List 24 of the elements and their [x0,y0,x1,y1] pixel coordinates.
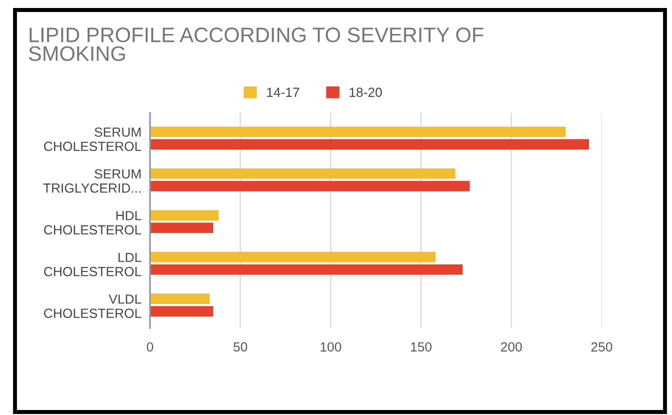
bar [150,222,214,234]
x-tick-label: 150 [411,342,432,352]
x-tick-label: 100 [320,342,342,352]
y-tick-label: SERUM TRIGLYCERID... [43,169,141,193]
x-tick-label: 0 [146,342,154,352]
bar [150,306,214,317]
bar [150,126,566,138]
x-tick-label: 50 [234,342,248,352]
y-tick-label: HDL CHOLESTEROL [44,211,142,235]
bar [150,168,456,179]
y-tick-label: LDL CHOLESTEROL [44,252,142,276]
chart-title: LIPID PROFILE ACCORDING TO SEVERITY OF SMOKING [28,28,484,61]
x-tick-label: 250 [591,342,612,352]
x-tick-label: 200 [501,342,522,352]
bar [150,252,436,262]
bar [150,139,590,150]
bar [150,294,210,304]
bar [150,180,470,192]
bar [150,210,219,220]
y-tick-label: VLDL CHOLESTEROL [44,294,142,318]
y-tick-label: SERUM CHOLESTEROL [44,127,142,152]
bar [150,264,463,275]
legend-label: 18-20 [350,88,382,97]
legend-label: 14-17 [267,88,300,97]
